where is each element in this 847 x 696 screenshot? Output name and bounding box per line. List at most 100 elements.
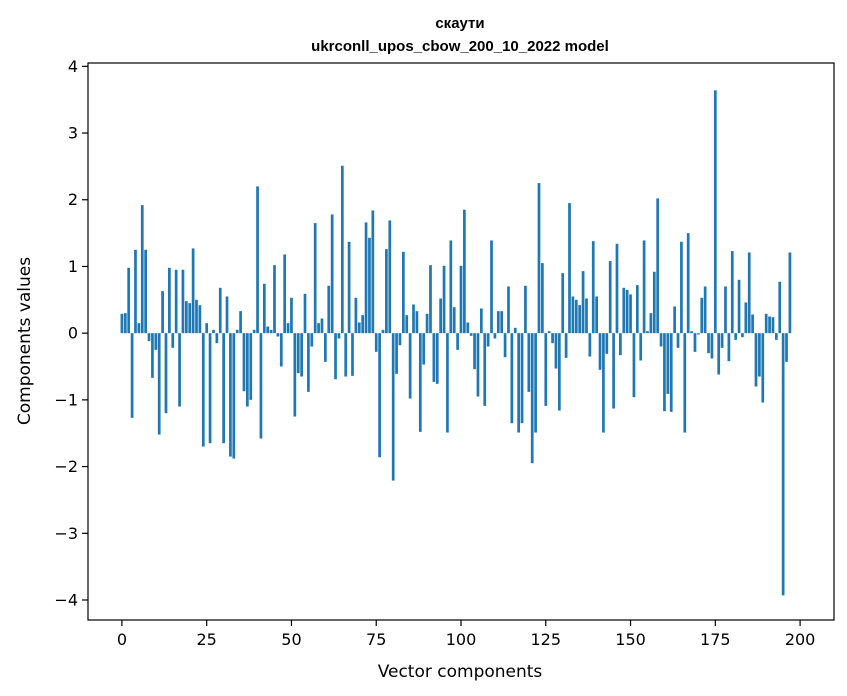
bar-component-8: [147, 333, 151, 342]
bar-component-80: [391, 333, 395, 481]
bar-component-126: [547, 331, 551, 334]
bar-component-157: [652, 271, 656, 334]
bar-component-154: [642, 240, 646, 334]
bar-component-91: [429, 265, 432, 334]
bar-component-168: [690, 331, 693, 334]
bar-component-129: [557, 333, 561, 411]
bar-component-172: [703, 286, 707, 334]
bar-component-7: [144, 249, 147, 334]
x-tick-label: 175: [700, 630, 731, 649]
bar-component-165: [680, 241, 683, 334]
bar-component-193: [775, 333, 778, 340]
bar-component-25: [205, 323, 209, 334]
bar-component-37: [246, 333, 249, 407]
bar-component-170: [697, 333, 700, 335]
bar-component-125: [544, 333, 548, 406]
y-tick-label: −4: [54, 590, 78, 609]
bar-component-124: [541, 263, 544, 334]
bar-component-22: [195, 299, 198, 334]
bar-component-189: [761, 333, 765, 403]
bar-component-115: [510, 333, 514, 424]
bar-component-132: [568, 203, 571, 334]
bar-component-144: [608, 261, 612, 334]
bar-component-75: [374, 333, 378, 352]
bar-component-152: [635, 285, 639, 334]
y-tick-label: 2: [68, 190, 78, 209]
bar-component-28: [215, 333, 219, 344]
bar-component-185: [747, 252, 751, 334]
bar-component-79: [388, 220, 392, 334]
bar-component-130: [561, 273, 565, 334]
bar-component-135: [578, 305, 582, 334]
bar-component-109: [490, 240, 493, 334]
bar-component-1: [123, 313, 127, 334]
bar-component-89: [422, 333, 426, 365]
x-tick-label: 100: [446, 630, 477, 649]
bar-component-51: [293, 333, 297, 417]
bar-component-156: [649, 313, 653, 334]
bar-component-11: [157, 333, 161, 435]
bar-component-139: [591, 241, 595, 334]
bar-component-100: [459, 265, 463, 334]
bar-component-82: [398, 333, 402, 346]
bar-component-27: [212, 329, 215, 334]
bar-component-55: [307, 333, 310, 392]
bar-component-158: [656, 198, 660, 334]
bar-component-178: [724, 286, 727, 334]
bar-component-127: [551, 333, 554, 344]
bar-component-87: [415, 311, 419, 334]
bar-component-16: [174, 269, 178, 334]
bar-component-17: [178, 333, 181, 407]
bar-component-53: [300, 333, 303, 377]
bar-component-15: [171, 333, 175, 348]
bar-component-146: [615, 243, 619, 334]
bar-component-39: [252, 329, 256, 334]
bar-component-58: [317, 323, 320, 334]
x-tick-label: 0: [117, 630, 127, 649]
y-tick-label: 4: [68, 57, 78, 76]
bar-component-114: [507, 286, 510, 334]
bar-component-120: [527, 333, 531, 392]
bar-component-122: [534, 333, 537, 433]
bar-component-196: [785, 333, 788, 362]
bar-component-138: [588, 333, 592, 357]
bar-component-84: [405, 315, 409, 334]
y-tick-label: 3: [68, 124, 78, 143]
bar-component-117: [517, 333, 520, 433]
bar-component-41: [259, 333, 263, 439]
bar-component-153: [639, 333, 643, 361]
y-axis-label: Components values: [15, 257, 35, 425]
bar-component-68: [351, 333, 354, 376]
bar-component-175: [713, 90, 717, 334]
bar-component-162: [669, 333, 673, 412]
bar-component-73: [368, 237, 371, 334]
bar-component-24: [201, 333, 205, 447]
bar-component-149: [625, 289, 629, 334]
bar-component-19: [184, 301, 188, 334]
bar-component-29: [218, 287, 222, 334]
bar-component-96: [446, 333, 449, 433]
bar-component-56: [310, 333, 314, 347]
bar-component-191: [768, 316, 771, 334]
chart-title-line-2: ukrconll_upos_cbow_200_10_2022 model: [311, 38, 609, 55]
bar-component-164: [676, 333, 680, 348]
bar-component-176: [717, 333, 721, 375]
bar-component-74: [371, 210, 375, 334]
bar-component-97: [449, 240, 453, 334]
bar-component-81: [395, 333, 398, 374]
bar-component-26: [208, 333, 212, 444]
bar-component-160: [663, 333, 666, 412]
bar-component-85: [408, 333, 412, 399]
bar-component-77: [381, 329, 385, 334]
bar-component-133: [571, 296, 575, 334]
bar-component-118: [520, 333, 524, 424]
bar-component-50: [290, 297, 293, 334]
bar-component-83: [402, 251, 405, 334]
bar-component-128: [554, 333, 558, 369]
bar-component-63: [334, 333, 337, 380]
bar-component-177: [720, 333, 724, 348]
bar-component-197: [788, 252, 792, 334]
bar-component-187: [754, 333, 758, 387]
bar-component-180: [730, 251, 734, 334]
bar-component-44: [269, 329, 273, 334]
